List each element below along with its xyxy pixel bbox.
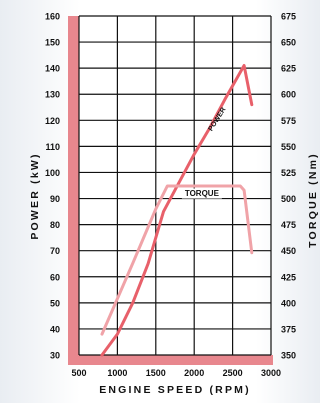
y-left-tick-label-150: 150 bbox=[45, 38, 60, 48]
series-label-torque-bg bbox=[181, 188, 222, 199]
bottom-axis-band bbox=[68, 355, 273, 365]
y-left-tick-label-100: 100 bbox=[45, 168, 60, 178]
y-right-tick-label-425: 425 bbox=[281, 272, 296, 282]
y-right-tick-label-575: 575 bbox=[281, 116, 296, 126]
y-left-tick-label-40: 40 bbox=[50, 324, 60, 334]
x-tick-label-1500: 1500 bbox=[146, 368, 166, 378]
series-line-power bbox=[100, 64, 254, 357]
y-right-tick-label-500: 500 bbox=[281, 194, 296, 204]
series-label-torque: TORQUE bbox=[185, 189, 220, 198]
y-left-tick-label-90: 90 bbox=[50, 194, 60, 204]
y-right-axis-title: TORQUE (Nm) bbox=[307, 152, 319, 248]
series-line-torque bbox=[100, 184, 254, 336]
x-tick-label-500: 500 bbox=[71, 368, 86, 378]
y-right-tick-label-400: 400 bbox=[281, 298, 296, 308]
y-left-tick-label-140: 140 bbox=[45, 64, 60, 74]
y-right-tick-label-475: 475 bbox=[281, 220, 296, 230]
x-axis-title: ENGINE SPEED (RPM) bbox=[99, 384, 251, 396]
y-left-tick-label-120: 120 bbox=[45, 116, 60, 126]
y-right-tick-label-375: 375 bbox=[281, 324, 296, 334]
y-right-tick-label-675: 675 bbox=[281, 12, 296, 22]
y-right-tick-label-600: 600 bbox=[281, 90, 296, 100]
y-right-tick-label-625: 625 bbox=[281, 64, 296, 74]
y-left-tick-label-30: 30 bbox=[50, 351, 60, 361]
x-tick-label-2500: 2500 bbox=[223, 368, 243, 378]
y-right-tick-label-650: 650 bbox=[281, 38, 296, 48]
y-right-tick-label-350: 350 bbox=[281, 351, 296, 361]
y-left-tick-label-130: 130 bbox=[45, 90, 60, 100]
y-right-tick-label-525: 525 bbox=[281, 168, 296, 178]
y-left-tick-label-50: 50 bbox=[50, 298, 60, 308]
y-right-tick-label-550: 550 bbox=[281, 142, 296, 152]
x-tick-label-1000: 1000 bbox=[107, 368, 127, 378]
left-axis-band bbox=[68, 16, 79, 355]
y-left-tick-label-80: 80 bbox=[50, 220, 60, 230]
y-left-tick-label-70: 70 bbox=[50, 246, 60, 256]
x-tick-label-3000: 3000 bbox=[261, 368, 281, 378]
y-left-tick-label-60: 60 bbox=[50, 272, 60, 282]
y-left-axis-title: POWER (kW) bbox=[29, 152, 41, 239]
y-right-tick-label-450: 450 bbox=[281, 246, 296, 256]
y-left-tick-label-160: 160 bbox=[45, 12, 60, 22]
x-tick-label-2000: 2000 bbox=[184, 368, 204, 378]
y-left-tick-label-110: 110 bbox=[45, 142, 60, 152]
